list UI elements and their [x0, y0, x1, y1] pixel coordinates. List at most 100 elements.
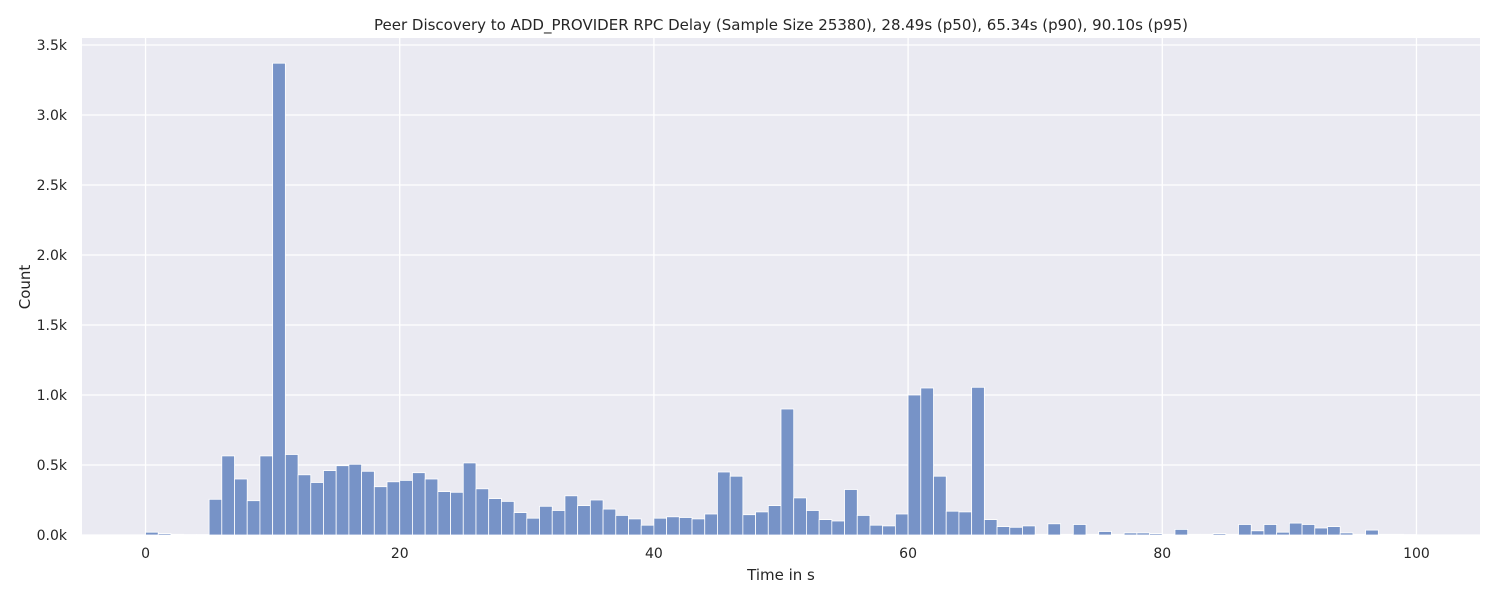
histogram-bar: [1314, 527, 1328, 536]
histogram-bar: [450, 491, 464, 536]
histogram-bar: [869, 524, 884, 536]
histogram-bar: [1072, 524, 1087, 536]
histogram-bar: [284, 454, 299, 536]
histogram-bar: [793, 497, 807, 536]
histogram-bar: [1339, 532, 1354, 536]
histogram-bar: [1111, 533, 1125, 536]
histogram-bar: [551, 510, 566, 536]
histogram-bar: [500, 500, 515, 536]
histogram-bar: [170, 533, 185, 536]
histogram-bar: [234, 478, 248, 536]
histogram-bar: [323, 470, 337, 536]
histogram-bar: [246, 500, 261, 536]
y-tick-label: 2.0k: [37, 248, 68, 264]
histogram-bar: [920, 387, 934, 536]
histogram-bar: [1060, 533, 1074, 536]
y-tick-label: 0.0k: [37, 528, 68, 544]
histogram-bar: [539, 505, 553, 536]
histogram-bar: [933, 475, 947, 536]
histogram-bar: [1136, 532, 1150, 536]
x-tick-label: 80: [1153, 546, 1171, 562]
histogram-bar: [806, 510, 820, 536]
histogram-bar: [653, 517, 668, 536]
histogram-bar: [564, 495, 579, 536]
histogram-bar: [602, 508, 617, 536]
histogram-bar: [1187, 533, 1201, 536]
histogram-bar: [1288, 522, 1303, 536]
histogram-bar: [780, 408, 795, 536]
histogram-bar: [615, 515, 629, 536]
x-tick-label: 60: [899, 546, 917, 562]
histogram-bar: [767, 505, 782, 536]
chart-title: Peer Discovery to ADD_PROVIDER RPC Delay…: [374, 16, 1188, 35]
histogram-bar: [1276, 531, 1290, 536]
histogram-bar: [691, 518, 706, 536]
histogram-bar: [526, 517, 540, 536]
y-tick-label: 2.5k: [37, 178, 68, 194]
histogram-bar: [856, 515, 871, 536]
histogram-bar: [1365, 529, 1379, 536]
histogram-bar: [818, 519, 833, 536]
histogram-bar: [958, 511, 973, 536]
histogram-bar: [297, 474, 312, 536]
x-tick-label: 100: [1403, 546, 1430, 562]
histogram-bar: [145, 531, 159, 536]
x-axis-label: Time in s: [746, 566, 815, 584]
histogram-bar: [1377, 533, 1392, 536]
histogram-bar: [157, 533, 172, 536]
histogram-bar: [1327, 526, 1341, 536]
x-tick-label: 40: [645, 546, 663, 562]
histogram-bar: [1098, 531, 1112, 536]
histogram-bar: [373, 486, 388, 536]
histogram-bar: [348, 463, 362, 536]
histogram-bar: [1200, 533, 1214, 536]
histogram-bar: [742, 514, 756, 536]
histogram-bar: [475, 488, 490, 536]
histogram-bar: [361, 470, 375, 536]
y-tick-label: 3.5k: [37, 38, 68, 54]
histogram-bar: [1263, 524, 1278, 536]
histogram-bar: [640, 524, 655, 536]
y-axis-label: Count: [16, 265, 34, 310]
histogram-bar: [208, 498, 223, 536]
y-tick-label: 1.0k: [37, 388, 68, 404]
histogram-bar: [1250, 530, 1265, 536]
histogram-bar: [1225, 533, 1239, 536]
histogram-bar: [945, 510, 960, 536]
histogram-bar: [589, 499, 604, 536]
histogram-bar: [729, 475, 744, 536]
histogram-bar: [844, 489, 858, 536]
histogram-bar: [1161, 533, 1176, 536]
histogram-bar: [1352, 533, 1367, 536]
histogram-bar: [755, 511, 769, 536]
histogram-bar: [259, 455, 274, 536]
histogram-bar: [437, 491, 451, 536]
histogram-bar: [1009, 526, 1023, 536]
histogram-bar: [488, 498, 502, 536]
x-tick-label: 20: [391, 546, 409, 562]
histogram-bar: [462, 462, 477, 536]
histogram-bar: [272, 62, 286, 536]
y-tick-label: 1.5k: [37, 318, 68, 334]
histogram-bar: [1238, 524, 1252, 536]
x-axis-ticks: 0 20 40 60 80 100: [141, 546, 1430, 562]
histogram-bar: [894, 513, 909, 536]
x-tick-label: 0: [141, 546, 150, 562]
histogram-bar: [1123, 532, 1138, 536]
histogram-bar: [628, 518, 642, 536]
histogram-bar: [1034, 533, 1049, 536]
histogram-bar: [335, 465, 350, 536]
histogram-bar: [1390, 533, 1405, 536]
histogram-bar: [1212, 533, 1227, 536]
histogram-bar: [221, 455, 235, 536]
histogram-bar: [386, 481, 401, 536]
histogram-bar: [412, 472, 426, 536]
histogram-bar: [399, 479, 413, 536]
histogram-bar: [678, 517, 693, 536]
histogram-bar: [907, 394, 922, 536]
histogram-bar: [983, 519, 998, 536]
histogram-bar: [577, 505, 591, 536]
y-axis-ticks: 0.0k 0.5k 1.0k 1.5k 2.0k 2.5k 3.0k 3.5k: [37, 38, 68, 544]
